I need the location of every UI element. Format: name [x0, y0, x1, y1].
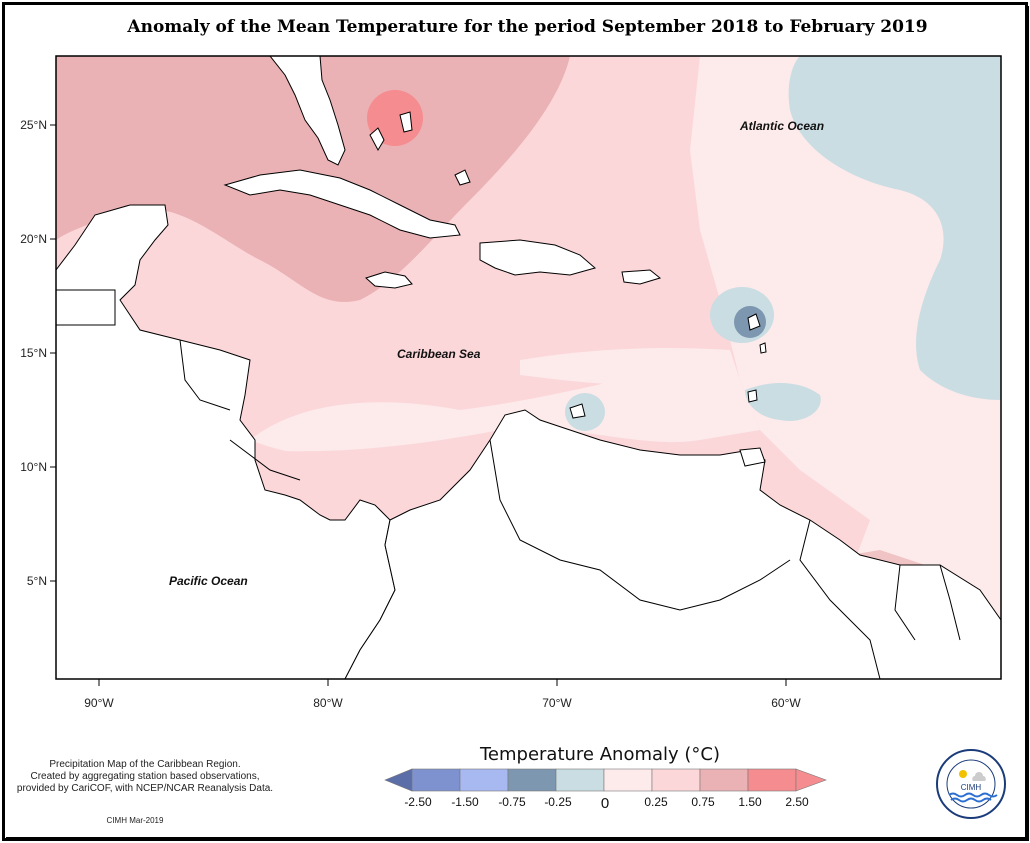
wave-icon: [948, 792, 998, 798]
legend-colorbar: [384, 768, 827, 792]
legend-tick-label: -0.75: [498, 795, 526, 809]
land-cuba: [223, 169, 461, 239]
lat-tick-label: 25°N: [20, 118, 47, 132]
lat-tick-label: 15°N: [20, 346, 47, 360]
negative-atlantic: [788, 56, 1001, 400]
legend-bin: [555, 768, 605, 792]
border-3: [489, 439, 791, 611]
sun-icon: [959, 770, 967, 778]
legend-tick-label: -1.50: [451, 795, 479, 809]
pacific-ocean-label: Pacific Ocean: [169, 574, 248, 588]
legend-tick-label: 0.25: [644, 795, 668, 809]
source-note: Precipitation Map of the Caribbean Regio…: [10, 759, 280, 795]
land-puerto-rico: [621, 269, 662, 285]
source-note-line: Precipitation Map of the Caribbean Regio…: [49, 759, 241, 770]
legend-tick-label: 0.75: [691, 795, 715, 809]
cimh-logo: CIMH: [936, 749, 1006, 819]
land-trinidad: [739, 447, 766, 467]
caribbean-sea-label: Caribbean Sea: [397, 347, 481, 361]
lon-tick-label: 60°W: [771, 696, 801, 710]
legend-bin: [795, 768, 827, 792]
legend-title: Temperature Anomaly (°C): [479, 744, 721, 765]
legend-bin: [384, 768, 413, 792]
border-mexico: [56, 289, 116, 326]
land-hispaniola: [479, 239, 597, 276]
legend-tick-label: 0: [601, 795, 609, 812]
land-jamaica: [365, 271, 413, 289]
land-florida: [269, 56, 346, 166]
border-5: [894, 564, 916, 641]
credit-note: CIMH Mar-2019: [106, 816, 164, 825]
legend-bin: [699, 768, 749, 792]
border-4: [799, 519, 881, 679]
land-curacao: [569, 403, 586, 419]
lat-tick-label: 10°N: [20, 460, 47, 474]
lat-tick-label: 20°N: [20, 232, 47, 246]
lon-tick-label: 90°W: [84, 696, 114, 710]
wave-icon: [950, 797, 992, 803]
negative-windward: [745, 383, 821, 421]
legend-tick-label: 1.50: [738, 795, 762, 809]
source-note-line: provided by CariCOF, with NCEP/NCAR Rean…: [16, 783, 274, 794]
high-anomaly-south: [250, 438, 485, 498]
map-border: [55, 55, 1002, 680]
atlantic-ocean-label: Atlantic Ocean: [739, 119, 824, 133]
border-1: [179, 339, 231, 411]
landmasses: [56, 56, 1001, 679]
land-martinique: [759, 342, 767, 354]
very-high-bahamas: [367, 90, 423, 146]
near-zero-atlantic: [690, 56, 1001, 679]
logo-text: CIMH: [961, 783, 982, 792]
legend-tick-label: 2.50: [785, 795, 809, 809]
lat-axis: [50, 124, 56, 582]
legend-bin: [651, 768, 701, 792]
land-bahamas-2: [399, 111, 413, 133]
negative-abc: [565, 393, 605, 431]
frame-shadow-right: [1025, 6, 1029, 840]
legend-bin: [603, 768, 653, 792]
legend-bin: [747, 768, 797, 792]
map-title: Anomaly of the Mean Temperature for the …: [127, 17, 928, 37]
land-guadeloupe: [747, 313, 761, 331]
lat-tick-label: 5°N: [27, 574, 47, 588]
legend-bin: [507, 768, 557, 792]
frame-shadow-bottom: [6, 837, 1029, 841]
legend-tick-label: -2.50: [404, 795, 432, 809]
land-bahamas-3: [454, 169, 471, 186]
legend-tick-label: -0.25: [544, 795, 572, 809]
lon-tick-label: 70°W: [542, 696, 572, 710]
legend-bin: [459, 768, 509, 792]
border-2: [229, 439, 301, 481]
lon-tick-label: 80°W: [313, 696, 343, 710]
cloud-icon: [972, 772, 986, 781]
source-note-line: Created by aggregating station based obs…: [30, 771, 260, 782]
lon-axis: [98, 679, 787, 686]
legend-bin: [411, 768, 461, 792]
land-bahamas-1: [369, 127, 385, 152]
near-zero-band-2: [520, 348, 740, 385]
land-barbados: [747, 389, 758, 403]
border-6: [939, 564, 961, 641]
